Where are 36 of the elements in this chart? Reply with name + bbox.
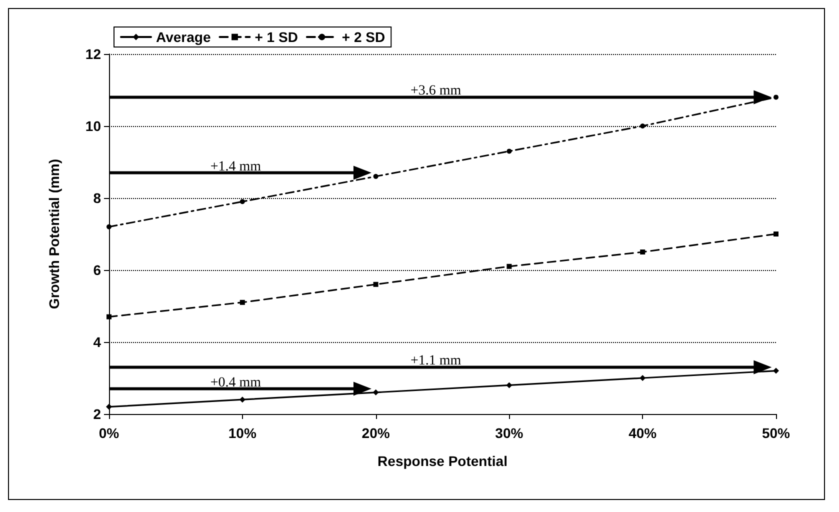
x-tick-label: 20% [362, 425, 390, 441]
point [774, 232, 778, 236]
point [373, 174, 378, 179]
y-tick-label: 12 [85, 46, 102, 62]
point [372, 389, 379, 396]
series-label: +0.4 mm [210, 375, 262, 390]
point [373, 282, 378, 287]
point [240, 300, 245, 305]
point [773, 368, 779, 374]
point [106, 314, 112, 320]
y-tick-label: 6 [93, 262, 102, 278]
y-tick-label: 8 [93, 190, 102, 206]
x-tick-label: 0% [98, 425, 120, 441]
legend-label: + 1 SD [254, 29, 298, 45]
point [106, 224, 112, 230]
point [240, 199, 245, 204]
point [506, 148, 512, 154]
series-label: +3.6 mm [410, 84, 462, 99]
point [640, 250, 646, 254]
point [774, 94, 778, 100]
x-tick-label: 50% [762, 425, 791, 441]
x-tick-label: 10% [228, 425, 257, 441]
legend-label: Average [156, 29, 211, 45]
y-tick-label: 2 [93, 406, 102, 422]
y-tick-label: 10 [85, 118, 102, 134]
x-tick-label: 30% [495, 425, 524, 441]
point [106, 404, 112, 410]
series-label: +1.4 mm [210, 159, 262, 174]
y-tick-label: 4 [93, 334, 102, 350]
y-axis-title: Growth Potential (mm) [46, 158, 62, 310]
point [506, 264, 512, 269]
x-tick-label: 40% [628, 425, 658, 441]
legend-label: + 2 SD [342, 29, 386, 45]
x-axis-title: Response Potential [378, 453, 508, 469]
point [640, 124, 646, 128]
series-label: +1.1 mm [410, 354, 462, 369]
